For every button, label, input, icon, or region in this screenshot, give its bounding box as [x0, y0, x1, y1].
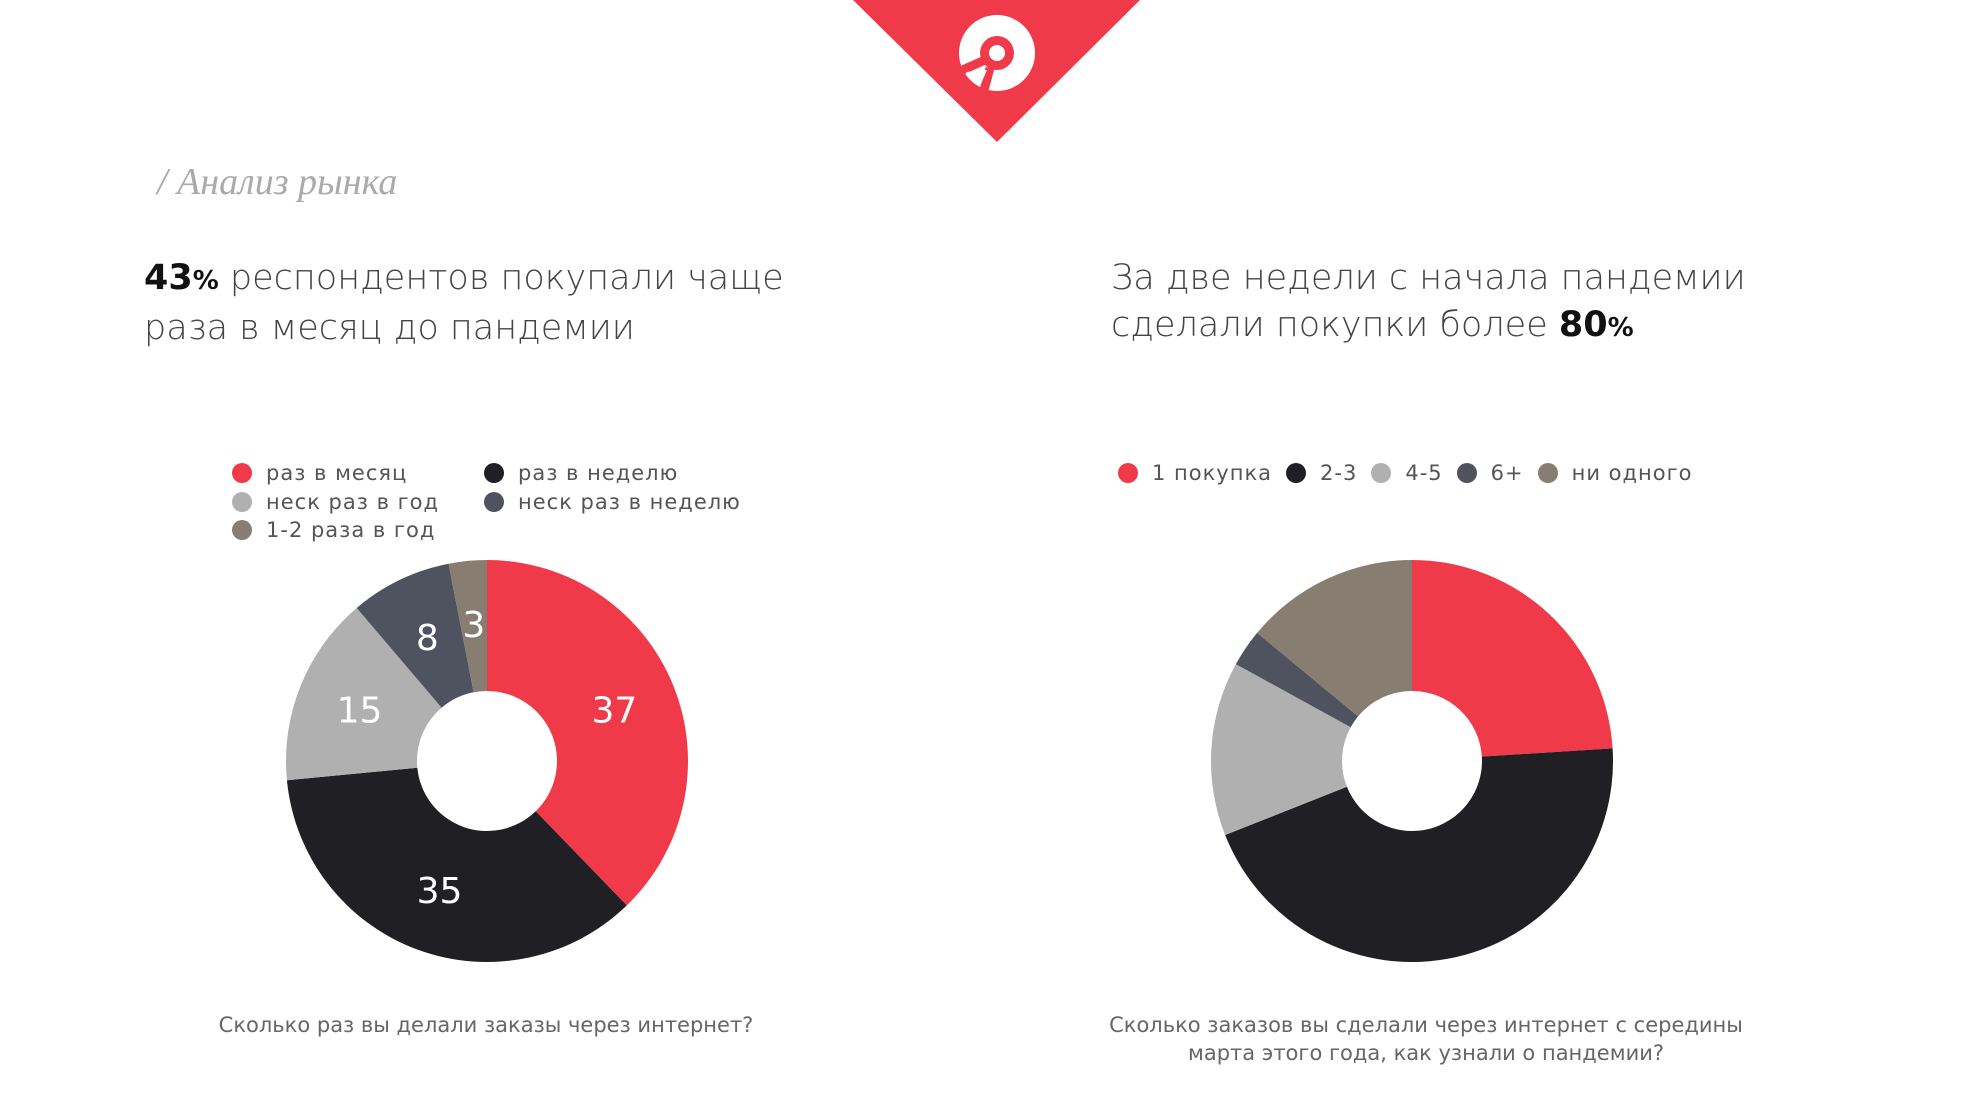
legend-item: раз в месяц: [232, 461, 407, 485]
data-label: 37: [592, 690, 638, 731]
headline-percent: 43: [144, 258, 193, 298]
legend-label: раз в неделю: [518, 461, 679, 485]
legend-dot-icon: [1118, 463, 1138, 483]
donut-slice-1: [487, 560, 688, 906]
headline-text: сделали покупки более: [1111, 305, 1559, 345]
legend-label: ни одного: [1571, 461, 1693, 485]
percent-sign: %: [192, 266, 219, 296]
headline-text: раза в месяц до пандемии: [144, 308, 635, 348]
legend-item: неск раз в неделю: [484, 490, 741, 514]
legend-dot-icon: [484, 463, 504, 483]
legend-label: раз в месяц: [266, 461, 408, 485]
headline-text: респондентов покупали чаще: [218, 258, 784, 298]
legend-item: 1-2 раза в год: [232, 518, 435, 542]
donut-slice-4: [1235, 632, 1359, 728]
legend-item: ни одного: [1537, 461, 1693, 485]
headline-text: За две недели с начала пандемии: [1111, 258, 1746, 298]
legend-item: 4-5: [1371, 461, 1442, 485]
legend-label: 4-5: [1405, 461, 1443, 485]
legend-label: 2-3: [1320, 461, 1358, 485]
left-caption: Сколько раз вы делали заказы через интер…: [218, 1013, 754, 1037]
data-label: 15: [337, 690, 383, 731]
donut-slice-3: [286, 607, 442, 781]
legend-dot-icon: [232, 492, 252, 512]
donut-slice-5: [1257, 560, 1412, 717]
legend-label: неск раз в неделю: [518, 490, 741, 514]
percent-sign: %: [1607, 313, 1634, 343]
legend-dot-icon: [1286, 463, 1307, 483]
data-label: 3: [462, 605, 485, 646]
donut-slice-5: [448, 560, 487, 693]
legend-label: 1 покупка: [1152, 461, 1273, 485]
left-headline: 43% респондентов покупали чаще раза в ме…: [144, 255, 784, 352]
legend-label: неск раз в год: [266, 490, 440, 514]
donut-slice-2: [1225, 748, 1613, 963]
data-label: 8: [416, 618, 439, 659]
donut-slice-2: [286, 767, 627, 962]
caption-line: марта этого года, как узнали о пандемии?: [1187, 1041, 1665, 1065]
legend-dot-icon: [484, 492, 504, 512]
legend-item: 1 покупка: [1118, 461, 1272, 485]
legend-dot-icon: [232, 463, 252, 483]
legend-label: 6+: [1490, 461, 1524, 485]
legend-label: 1-2 раза в год: [266, 518, 436, 542]
donut-slice-3: [1211, 664, 1351, 835]
donut-slice-4: [356, 563, 474, 708]
legend-dot-icon: [232, 520, 252, 540]
legend-item: раз в неделю: [484, 461, 678, 485]
legend-dot-icon: [1537, 463, 1558, 483]
data-label: 35: [417, 871, 463, 912]
right-legend: 1 покупка 2-3 4-5 6+ ни одного: [1118, 461, 1693, 485]
legend-item: 2-3: [1286, 461, 1357, 485]
caption-line: Сколько заказов вы сделали через интерне…: [1109, 1013, 1743, 1037]
legend-dot-icon: [1371, 463, 1392, 483]
legend-dot-icon: [1456, 463, 1477, 483]
legend-item: неск раз в год: [232, 490, 439, 514]
legend-item: 6+: [1456, 461, 1524, 485]
brand-logo: [853, 0, 1140, 142]
right-caption: Сколько заказов вы сделали через интерне…: [1076, 1011, 1776, 1067]
section-title: / Анализ рынка: [157, 161, 398, 203]
right-headline: За две недели с начала пандемии сделали …: [1111, 255, 1746, 352]
headline-percent: 80: [1558, 305, 1608, 345]
donut-slice-1: [1412, 560, 1613, 757]
